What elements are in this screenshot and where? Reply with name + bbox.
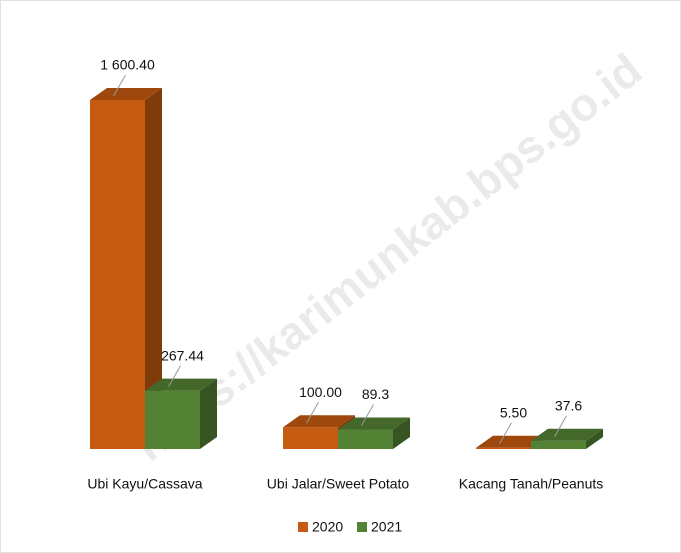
value-label: 100.00	[299, 384, 342, 400]
leader-line	[499, 422, 512, 445]
legend-swatch	[357, 522, 367, 532]
legend-swatch	[298, 522, 308, 532]
bar-front	[283, 427, 338, 449]
bar-front	[338, 429, 393, 449]
bar-side	[200, 378, 217, 449]
bar-side	[393, 417, 410, 449]
bar-top	[283, 415, 355, 428]
legend-label: 2021	[371, 519, 402, 535]
bar-front	[476, 447, 531, 449]
bar-side	[586, 428, 603, 449]
bar-front	[90, 100, 145, 449]
value-label: 37.6	[555, 398, 582, 414]
value-label: 89.3	[362, 386, 389, 402]
x-tick-label: Kacang Tanah/Peanuts	[459, 476, 604, 492]
leader-line	[168, 365, 181, 387]
value-label: 1 600.40	[100, 57, 155, 73]
bar-top	[338, 417, 410, 430]
bar-side	[145, 88, 162, 449]
bar-front	[531, 440, 586, 449]
x-tick-label: Ubi Jalar/Sweet Potato	[267, 476, 410, 492]
bar-top	[145, 378, 217, 391]
x-tick-label: Ubi Kayu/Cassava	[87, 476, 202, 492]
bar-top	[476, 435, 548, 448]
bar-top	[90, 88, 162, 100]
bar-front	[145, 390, 200, 449]
leader-line	[554, 415, 567, 438]
value-label: 5.50	[500, 405, 527, 421]
value-label: 267.44	[161, 347, 204, 363]
leader-line	[113, 74, 126, 97]
legend-label: 2020	[312, 519, 343, 535]
leader-line	[361, 404, 374, 426]
bar-top	[531, 428, 603, 441]
leader-line	[306, 401, 319, 424]
